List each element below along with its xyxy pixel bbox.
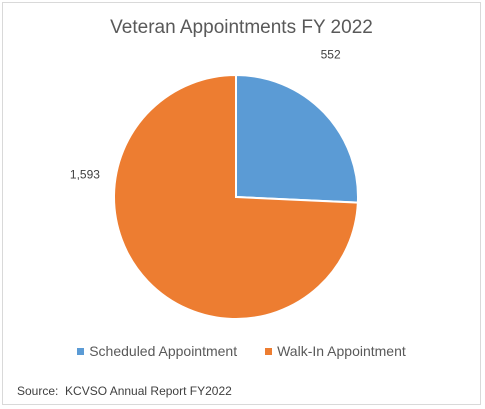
- legend-label-scheduled: Scheduled Appointment: [89, 343, 238, 359]
- legend-label-walk-in: Walk-In Appointment: [277, 343, 406, 359]
- pie-chart: 552 1,593: [70, 48, 359, 320]
- chart-legend: Scheduled Appointment Walk-In Appointmen…: [3, 343, 480, 359]
- pie-slice-scheduled: [235, 73, 359, 204]
- data-label-walk-in: 1,593: [70, 168, 100, 182]
- chart-container: Veteran Appointments FY 2022 552 1,593 Sc…: [2, 2, 481, 405]
- legend-swatch-walk-in: [265, 347, 273, 355]
- source-note: Source: KCVSO Annual Report FY2022: [17, 384, 232, 398]
- legend-item-scheduled: Scheduled Appointment: [77, 343, 237, 359]
- chart-title: Veteran Appointments FY 2022: [110, 17, 373, 38]
- data-label-scheduled: 552: [321, 48, 341, 62]
- legend-swatch-scheduled: [77, 347, 85, 355]
- pie-slice-walk-in: [113, 73, 359, 320]
- legend-item-walk-in: Walk-In Appointment: [265, 343, 406, 359]
